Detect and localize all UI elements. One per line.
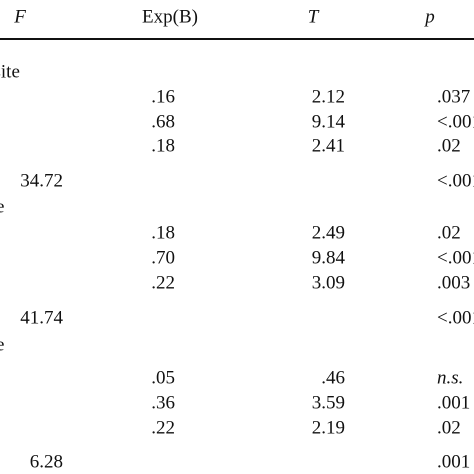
table-cell: 9.14 — [311, 111, 345, 133]
table-cell: .18 — [151, 222, 175, 244]
table-cell: .18 — [151, 135, 175, 157]
table-cell: .05 — [151, 367, 175, 389]
table-cell: 41.74 — [20, 307, 63, 329]
table-cell: .003 — [437, 272, 471, 294]
table-cell: .02 — [437, 135, 461, 157]
table-cell: .02 — [437, 417, 461, 439]
table-cell: <.001 — [437, 247, 474, 269]
header-rule — [0, 38, 474, 40]
table-cell: .46 — [321, 367, 345, 389]
table-cell: .70 — [151, 247, 175, 269]
table-cell: <.001 — [437, 111, 474, 133]
row-label: e — [0, 334, 5, 356]
table-cell: .02 — [437, 222, 461, 244]
table-cell: 3.59 — [311, 392, 345, 414]
column-header: Exp(B) — [142, 6, 198, 28]
table-cell: 2.19 — [311, 417, 345, 439]
table-cell: 34.72 — [20, 170, 63, 192]
table-cell: .22 — [151, 417, 175, 439]
table-cell: .001 — [437, 392, 471, 414]
table-cell: .037 — [437, 86, 471, 108]
table-cell: .22 — [151, 272, 175, 294]
column-header: F — [14, 6, 26, 28]
column-header: p — [425, 6, 435, 28]
table-cell: .16 — [151, 86, 175, 108]
table-cell: 3.09 — [311, 272, 345, 294]
table-cell: <.001 — [437, 170, 474, 192]
table-cell: <.001 — [437, 307, 474, 329]
table-cell: 2.49 — [311, 222, 345, 244]
table-cell: n.s. — [437, 367, 464, 389]
table-cell: .68 — [151, 111, 175, 133]
row-label: e — [0, 196, 5, 218]
table-cell: .36 — [151, 392, 175, 414]
table-cell: 2.41 — [311, 135, 345, 157]
table-cell: 2.12 — [311, 86, 345, 108]
table-cell: .001 — [437, 451, 471, 473]
row-label: osite — [0, 61, 20, 83]
table-cell: 9.84 — [311, 247, 345, 269]
column-header: T — [307, 6, 319, 28]
table-cell: 6.28 — [29, 451, 63, 473]
